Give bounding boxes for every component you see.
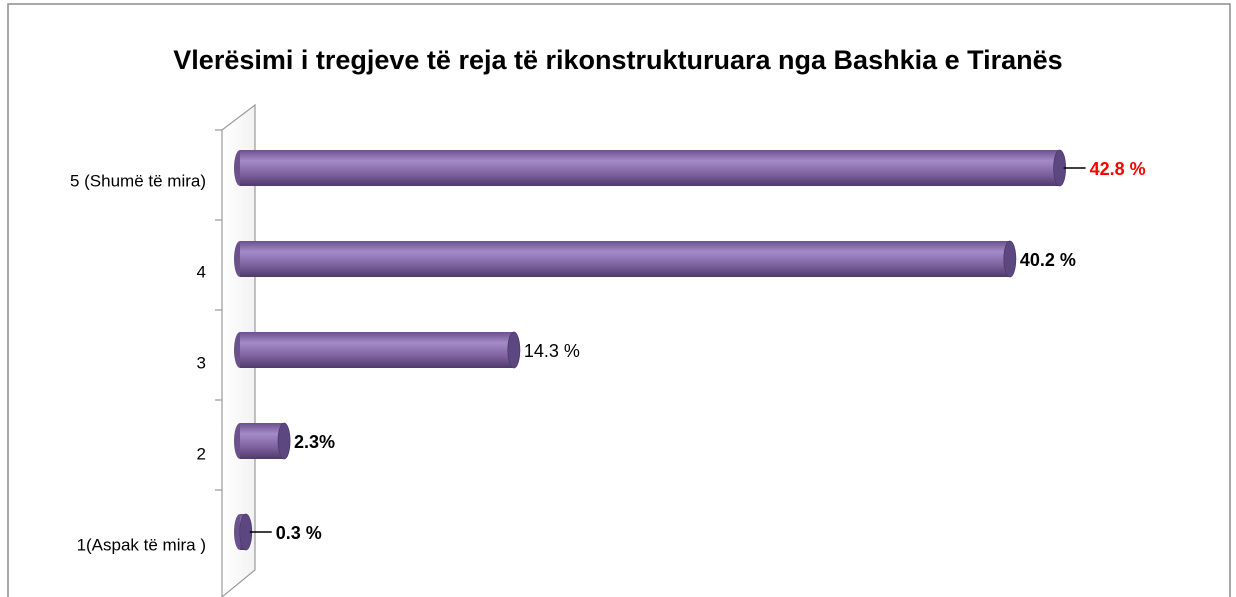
value-label: 2.3% — [294, 432, 335, 452]
bar — [240, 332, 514, 368]
value-label: 40.2 % — [1020, 250, 1076, 270]
bar — [240, 423, 285, 459]
chart-border — [7, 3, 1231, 597]
chart-title: Vlerësimi i tregjeve të reja të rikonstr… — [173, 45, 1062, 75]
value-label: 42.8 % — [1090, 159, 1146, 179]
bar-cap — [1003, 240, 1017, 278]
bar — [240, 241, 1010, 277]
category-label: 4 — [197, 262, 206, 281]
value-label: 0.3 % — [276, 523, 322, 543]
bar-cap — [507, 331, 521, 369]
bar-cap — [277, 422, 291, 460]
category-label: 2 — [197, 444, 206, 463]
value-label: 14.3 % — [524, 341, 580, 361]
category-ticks — [215, 129, 222, 491]
bar — [240, 150, 1060, 186]
category-label: 3 — [197, 353, 206, 372]
category-label: 1(Aspak të mira ) — [77, 535, 206, 554]
category-label: 5 (Shumë të mira) — [70, 171, 206, 190]
